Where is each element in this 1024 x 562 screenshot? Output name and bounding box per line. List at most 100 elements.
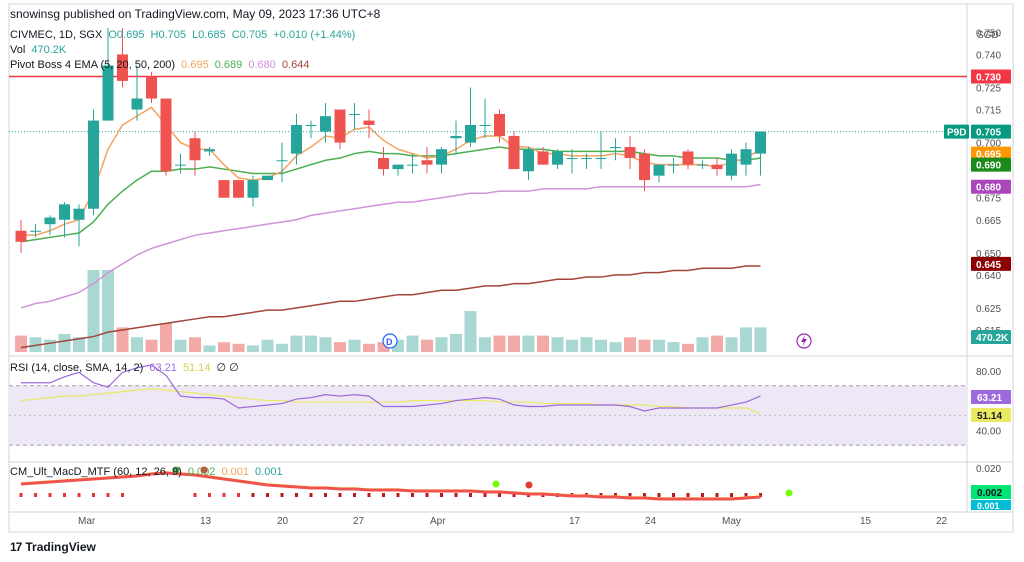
flash-event-glyph <box>801 335 807 347</box>
macd-histogram-bar <box>367 493 371 497</box>
time-tick-label: Apr <box>430 516 446 527</box>
price-tag-resistance: 0.730 <box>971 69 1011 84</box>
rsi-extra: ∅ ∅ <box>216 362 239 374</box>
volume-bar <box>189 337 201 352</box>
ema50-value: 0.680 <box>248 59 276 71</box>
candle-body <box>537 151 549 165</box>
candle-body <box>160 98 172 172</box>
price-tick-label: 0.715 <box>976 106 1001 117</box>
candle-body <box>610 147 621 149</box>
volume-bar <box>174 339 187 352</box>
time-tick-label: 17 <box>569 516 581 527</box>
macd-histogram-bar <box>730 493 733 497</box>
candle-body <box>218 180 230 198</box>
candle-body <box>305 124 317 126</box>
macd-histogram-bar <box>440 493 443 497</box>
rsi-label: RSI (14, close, SMA, 14, 2) <box>10 362 144 374</box>
price-tick-label: 0.650 <box>976 249 1001 260</box>
candle-body <box>15 230 27 242</box>
volume-bar <box>58 333 71 352</box>
macd-histogram-bar <box>396 493 400 497</box>
price-tick-label: 0.700 <box>976 139 1001 150</box>
ema200-value: 0.644 <box>281 59 310 71</box>
volume-bar <box>566 339 578 352</box>
time-tick-label: 20 <box>277 516 289 527</box>
volume-bar <box>682 343 694 352</box>
price-tick-label: 0.675 <box>976 194 1001 205</box>
candle-body <box>276 160 288 162</box>
macd-histogram-bar <box>672 493 675 497</box>
tradingview-logo[interactable]: 17 TradingView <box>10 540 96 554</box>
volume-bar <box>232 343 245 352</box>
change-value: +0.010 (+1.44%) <box>273 29 356 41</box>
volume-bar <box>261 339 274 352</box>
volume-bar <box>508 335 520 352</box>
volume-bar <box>580 337 593 352</box>
candle-body <box>436 149 447 165</box>
volume-bar <box>15 335 27 352</box>
volume-bar <box>116 327 129 352</box>
close-value: C0.705 <box>231 29 268 41</box>
macd-histogram-bar <box>208 493 211 497</box>
candle-body <box>30 230 41 232</box>
macd-histogram-bar <box>425 493 429 497</box>
candle-body <box>117 54 128 81</box>
rsi-tick-label: 40.00 <box>976 426 1001 437</box>
price-tag-box <box>971 157 1011 172</box>
macd-histogram-bar <box>338 493 342 497</box>
rsi-sma-line <box>20 388 761 415</box>
price-tag-ema5: 0.695 <box>971 146 1011 161</box>
candle-body <box>378 158 389 170</box>
ema-label: Pivot Boss 4 EMA (5, 20, 50, 200) <box>10 59 176 71</box>
volume-label: Vol <box>10 44 26 56</box>
candle-body <box>131 98 143 110</box>
price-tick-label: 0.750 <box>976 28 1001 39</box>
candle-body <box>479 124 491 126</box>
candle-body <box>450 136 462 139</box>
price-tag-text: 470.2K <box>976 333 1009 344</box>
price-tag-text: 0.645 <box>976 260 1001 271</box>
candle-body <box>653 164 665 176</box>
candle-body <box>44 217 56 225</box>
macd-histogram-bar <box>512 493 516 497</box>
candle-body <box>363 120 375 125</box>
volume-bar <box>290 335 303 352</box>
countdown-tag-text: P9D <box>947 128 966 139</box>
macd-histogram-bar <box>657 493 661 497</box>
volume-bar <box>203 345 216 352</box>
high-value: H0.705 <box>150 29 186 41</box>
volume-bar <box>725 337 738 352</box>
candle-body <box>407 164 418 166</box>
volume-bar <box>377 342 390 352</box>
candle-body <box>639 153 650 181</box>
candle-body <box>755 131 766 154</box>
macd-histogram-bar <box>48 493 52 497</box>
candle-body <box>465 124 476 143</box>
macd-histogram-bar <box>193 493 197 497</box>
macd-histogram-bar <box>701 493 704 497</box>
macd-legend: CM_Ult_MacD_MTF (60, 12, 26, 9) 0.002 0.… <box>10 466 286 478</box>
macd-histogram-bar <box>34 493 37 497</box>
macd-histogram-bar <box>121 493 124 497</box>
candle-body <box>102 65 114 121</box>
candle-body <box>204 149 215 152</box>
volume-bar <box>319 337 332 352</box>
candle-body <box>523 149 534 172</box>
volume-bar <box>740 327 752 352</box>
price-tag-box <box>971 146 1011 161</box>
macd-histogram-bar <box>251 493 255 497</box>
macd-histogram-bar <box>498 493 501 497</box>
rsi-band <box>9 385 967 446</box>
macd-histogram-bar <box>324 493 327 497</box>
tradingview-logo-icon: 17 <box>10 540 22 554</box>
price-tag-box <box>971 124 1011 139</box>
price-tag-box <box>971 256 1011 271</box>
price-tag-text: 0.695 <box>976 150 1001 161</box>
time-tick-label: 13 <box>200 516 212 527</box>
candle-body <box>595 158 607 160</box>
macd-histogram-bar <box>295 493 298 497</box>
volume-bar <box>537 335 549 352</box>
price-tag-last: 0.705 P9D <box>944 124 1011 139</box>
